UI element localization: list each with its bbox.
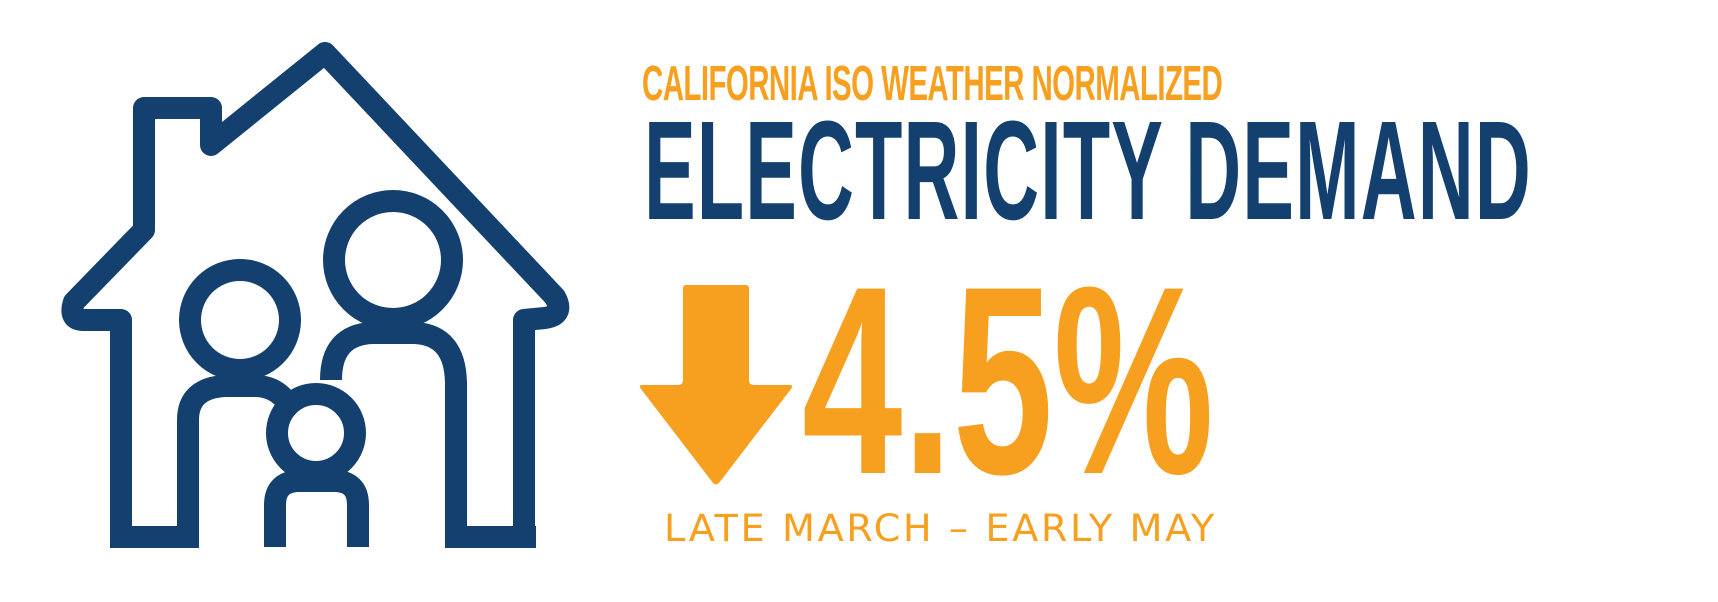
headline-title: ELECTRICITY DEMAND: [644, 91, 1532, 249]
right-adult-body: [320, 322, 467, 547]
left-adult-head: [179, 259, 301, 381]
house-base-right: [445, 526, 536, 548]
date-range: LATE MARCH – EARLY MAY: [664, 507, 1217, 550]
right-adult-head: [323, 190, 463, 330]
house-base-left: [110, 526, 199, 548]
change-value: 4.5%: [802, 230, 1214, 530]
child-body: [264, 470, 369, 547]
left-adult-body: [177, 375, 296, 547]
child-head: [266, 383, 366, 483]
house-family-icon: [61, 42, 570, 548]
arrow-down-icon: [639, 285, 793, 485]
